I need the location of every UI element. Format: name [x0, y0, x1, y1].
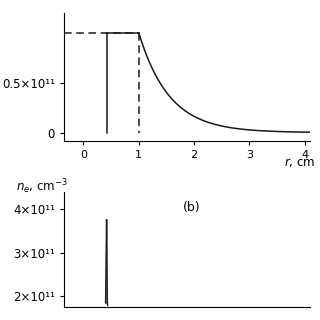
- Text: $r$, cm: $r$, cm: [284, 156, 315, 169]
- Text: $n_e$, cm$^{-3}$: $n_e$, cm$^{-3}$: [16, 178, 68, 196]
- Text: (b): (b): [183, 201, 201, 214]
